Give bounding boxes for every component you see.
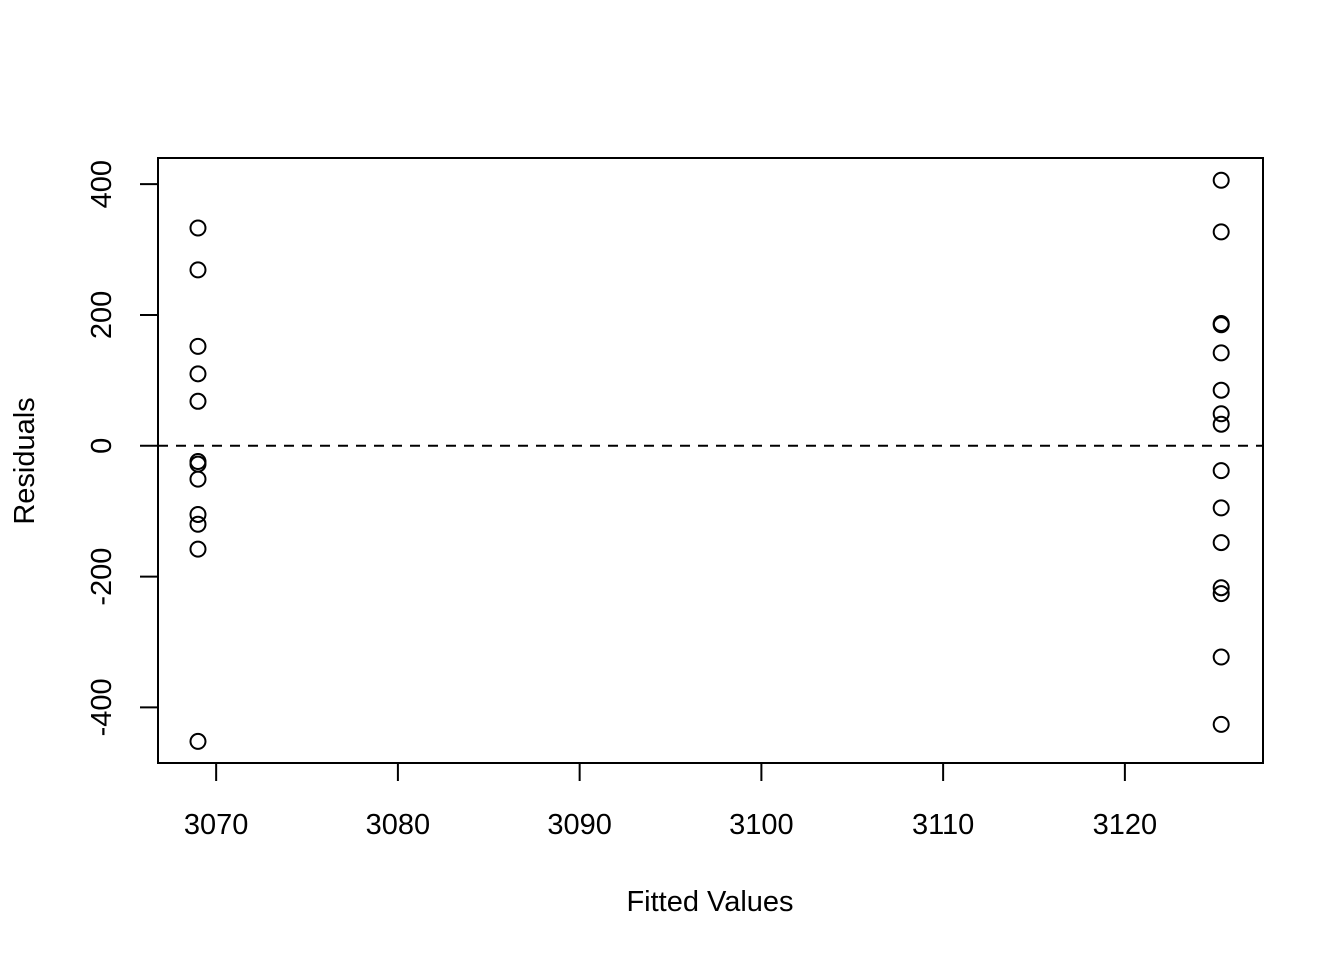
data-point (189, 732, 207, 750)
data-point (1212, 462, 1230, 480)
y-axis-label: Residuals (9, 397, 41, 524)
x-tick-label: 3070 (184, 809, 249, 841)
data-point (1212, 579, 1230, 597)
data-point (1212, 715, 1230, 733)
data-point (1212, 223, 1230, 241)
x-axis-label: Fitted Values (626, 886, 793, 918)
data-point (189, 392, 207, 410)
data-point (189, 261, 207, 279)
data-point (189, 365, 207, 383)
data-points (189, 171, 1230, 750)
data-point (1212, 381, 1230, 399)
data-point (1212, 648, 1230, 666)
x-tick-label: 3090 (547, 809, 612, 841)
plot-frame (157, 157, 1264, 764)
data-point (1212, 405, 1230, 423)
data-point (1212, 344, 1230, 362)
data-point (1212, 316, 1230, 334)
data-point (189, 219, 207, 237)
y-tick-label: 0 (86, 438, 118, 454)
y-tick-label: -200 (86, 548, 118, 606)
data-point (189, 337, 207, 355)
data-point (189, 505, 207, 523)
y-tick-label: 200 (86, 291, 118, 339)
y-axis: -400 -200 0 200 400 (86, 160, 159, 736)
data-point (1212, 585, 1230, 603)
data-point (1212, 499, 1230, 517)
x-tick-label: 3110 (912, 809, 974, 841)
data-point (1212, 171, 1230, 189)
x-tick-label: 3120 (1093, 809, 1158, 841)
data-point (189, 470, 207, 488)
data-point (1212, 415, 1230, 433)
data-point (189, 515, 207, 533)
x-tick-label: 3100 (729, 809, 794, 841)
data-point (189, 540, 207, 558)
x-tick-label: 3080 (366, 809, 431, 841)
data-point (1212, 534, 1230, 552)
y-tick-label: -400 (86, 678, 118, 736)
y-tick-label: 400 (86, 160, 118, 208)
x-axis: 3070 3080 3090 3100 3110 3120 (184, 762, 1158, 841)
